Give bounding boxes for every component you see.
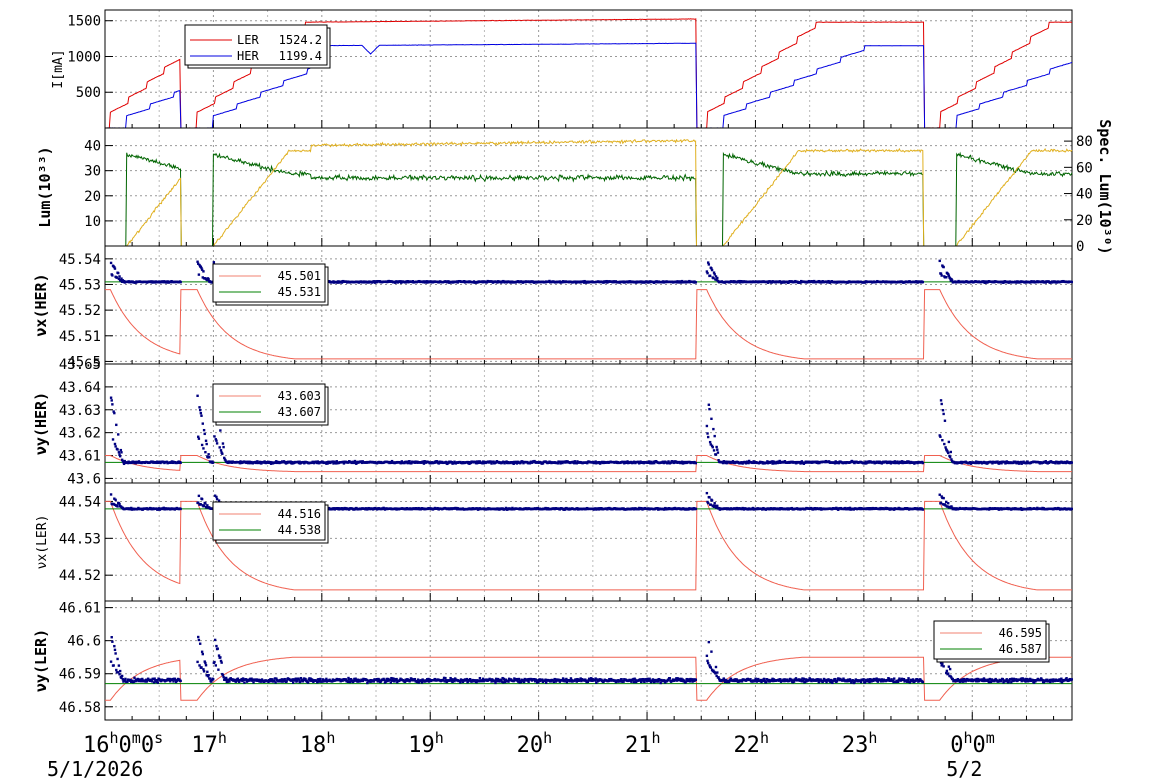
legend: LER 1524.2 HER 1199.4: [184, 24, 331, 69]
x-tick-label: 0h0m: [950, 729, 995, 758]
x-axis-labels: 16h0m0s 17h 18h 19h 20h 21h 22h 23h 0h0m 5/1/2026…: [47, 729, 995, 781]
y-tick-label: 46.58: [59, 700, 101, 716]
y-tick-label: 46.6: [67, 634, 101, 650]
y-tick-label: 45.5: [67, 354, 101, 370]
date-label: 5/2: [946, 757, 982, 781]
legend-value: 1199.4: [279, 49, 322, 63]
right-y-tick-label: 60: [1076, 160, 1093, 176]
series-measured-tune: [109, 633, 1073, 685]
y-tick-label: 45.52: [59, 303, 101, 319]
y-tick-label: 45.53: [59, 277, 101, 293]
y-tick-label: 44.53: [59, 531, 101, 547]
legend-value: 45.501: [278, 269, 321, 283]
y-tick-label: 44.52: [59, 568, 101, 584]
y-tick-label: 43.61: [59, 449, 101, 465]
right-y-tick-label: 20: [1076, 213, 1093, 229]
panel-current: 500 1000 1500 I[mA] LER 1524.2 HER 1199.4: [51, 9, 1073, 129]
y-tick-label: 43.6: [67, 471, 101, 487]
legend-value: 1524.2: [279, 33, 322, 47]
grid-lines: [104, 10, 1027, 720]
y-tick-label: 45.51: [59, 329, 101, 345]
legend: 44.516 44.538: [212, 501, 329, 544]
y-tick-label: 45.54: [59, 252, 101, 268]
panel-nuy_ler: 46.58 46.59 46.6 46.61 νy(LER) 46.595 46.587: [32, 600, 1073, 721]
y-axis-label: I[mA]: [51, 49, 66, 88]
y-tick-label: 1500: [67, 14, 101, 30]
x-tick-label: 18h: [300, 729, 336, 758]
series-her-current: [105, 42, 1073, 129]
legend-value: 44.516: [278, 507, 321, 521]
legend-box-front: [212, 383, 326, 423]
y-tick-label: 43.62: [59, 426, 101, 442]
legend-value: 44.538: [278, 523, 321, 537]
legend-value: 43.607: [278, 405, 321, 419]
series-set-tune: [105, 656, 1072, 701]
x-tick-label: 17h: [191, 729, 227, 758]
panel-lum: 10 20 30 40 Lum(10³³) 0 20 40 60 80 Spec. Lum(10³⁰…: [36, 119, 1114, 255]
series-measured-tune: [109, 491, 1073, 511]
right-y-axis-label: Spec. Lum(10³⁰): [1096, 119, 1114, 254]
series-set-tune: [105, 289, 1072, 360]
y-tick-label: 10: [84, 214, 101, 230]
legend-value: 46.595: [999, 626, 1042, 640]
series-spec-lum: [105, 151, 1073, 247]
x-tick-label: 22h: [733, 729, 769, 758]
y-tick-label: 500: [76, 85, 101, 101]
y-tick-label: 20: [84, 189, 101, 205]
y-tick-label: 46.59: [59, 667, 101, 683]
legend-box-front: [184, 24, 328, 66]
y-tick-label: 43.65: [59, 357, 101, 373]
right-y-tick-label: 0: [1076, 239, 1084, 255]
y-tick-label: 30: [84, 164, 101, 180]
y-axis-label: νy(HER): [32, 392, 50, 455]
legend-box-front: [212, 263, 326, 303]
y-tick-label: 46.61: [59, 601, 101, 617]
date-label: 5/1/2026: [47, 757, 143, 781]
legend-value: 45.531: [278, 285, 321, 299]
legend-name: LER: [237, 33, 259, 47]
y-tick-label: 44.54: [59, 494, 101, 510]
panel-nuy_her: 43.6 43.61 43.62 43.63 43.64 43.65 νy(HER) 43.6…: [32, 357, 1073, 487]
legend: 45.501 45.531: [212, 263, 329, 306]
series-measured-tune: [109, 394, 1073, 466]
legend-box-front: [933, 620, 1047, 660]
legend-box-front: [212, 501, 326, 541]
x-tick-label: 20h: [517, 729, 553, 758]
x-tick-label: 21h: [625, 729, 661, 758]
panel-frame: [104, 600, 1073, 721]
series-lum: [105, 138, 1073, 247]
x-tick-label: 23h: [842, 729, 878, 758]
y-tick-label: 40: [84, 139, 101, 155]
right-y-tick-label: 40: [1076, 187, 1093, 203]
legend-value: 43.603: [278, 389, 321, 403]
y-tick-label: 43.64: [59, 380, 101, 396]
y-axis-label: νx(HER): [32, 273, 50, 336]
series-set-tune: [105, 455, 1072, 473]
y-axis-label: Lum(10³³): [36, 146, 54, 227]
series-set-tune: [105, 500, 1072, 591]
right-y-tick-label: 80: [1076, 134, 1093, 150]
y-axis-label: νy(LER): [32, 629, 50, 692]
x-tick-label: 16h0m0s: [83, 729, 163, 758]
legend-value: 46.587: [999, 642, 1042, 656]
legend: 43.603 43.607: [212, 383, 329, 426]
y-axis-label: νx(LER): [35, 515, 50, 570]
y-tick-label: 43.63: [59, 403, 101, 419]
panel-nux_ler: 44.52 44.53 44.54 νx(LER) 44.516 44.538: [35, 482, 1073, 602]
y-tick-label: 1000: [67, 49, 101, 65]
x-tick-label: 19h: [408, 729, 444, 758]
legend: 46.595 46.587: [933, 620, 1050, 663]
legend-name: HER: [237, 49, 259, 63]
